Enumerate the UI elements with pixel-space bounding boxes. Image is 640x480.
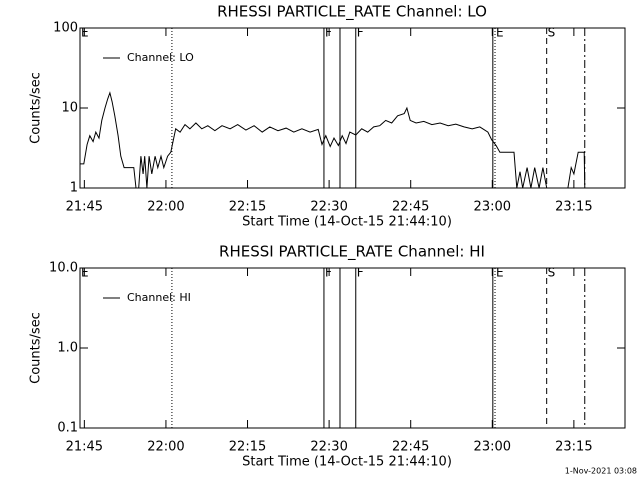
event-label: E xyxy=(81,266,89,280)
y-tick-label: 0.1 xyxy=(57,421,78,436)
x-tick-label: 23:00 xyxy=(474,440,511,455)
event-label: F xyxy=(325,266,332,280)
data-line xyxy=(80,91,586,189)
event-label: E xyxy=(496,266,504,280)
chart-title: RHESSI PARTICLE_RATE Channel: HI xyxy=(219,243,485,262)
y-tick-label: 100 xyxy=(53,21,78,36)
event-label: E xyxy=(496,26,504,40)
x-tick-label: 22:30 xyxy=(310,200,347,215)
y-axis-label: Counts/sec xyxy=(29,72,44,144)
event-label: F xyxy=(325,26,332,40)
y-tick-label: 10.0 xyxy=(49,261,78,276)
event-label: F xyxy=(357,26,364,40)
chart-title: RHESSI PARTICLE_RATE Channel: LO xyxy=(217,3,487,22)
event-label: S xyxy=(548,26,556,40)
x-axis-label: Start Time (14-Oct-15 21:44:10) xyxy=(242,215,452,230)
x-tick-label: 22:15 xyxy=(229,200,266,215)
x-tick-label: 23:15 xyxy=(555,440,592,455)
x-tick-label: 22:45 xyxy=(392,200,429,215)
y-tick-label: 10 xyxy=(61,101,78,116)
x-tick-label: 23:00 xyxy=(474,200,511,215)
legend-label: Channel: LO xyxy=(127,51,194,64)
event-label: E xyxy=(81,26,89,40)
x-tick-label: 21:45 xyxy=(66,440,103,455)
y-axis-label: Counts/sec xyxy=(29,312,44,384)
footer: 1-Nov-2021 03:08 xyxy=(565,467,637,476)
x-tick-label: 22:45 xyxy=(392,440,429,455)
x-tick-label: 22:00 xyxy=(147,440,184,455)
y-tick-label: 1 xyxy=(70,181,78,196)
event-label: S xyxy=(548,266,556,280)
event-label: F xyxy=(357,266,364,280)
x-tick-label: 22:15 xyxy=(229,440,266,455)
legend-label: Channel: HI xyxy=(127,291,191,304)
x-tick-label: 22:00 xyxy=(147,200,184,215)
x-tick-label: 21:45 xyxy=(66,200,103,215)
x-axis-label: Start Time (14-Oct-15 21:44:10) xyxy=(242,455,452,470)
x-tick-label: 23:15 xyxy=(555,200,592,215)
y-tick-label: 1.0 xyxy=(57,341,78,356)
x-tick-label: 22:30 xyxy=(310,440,347,455)
